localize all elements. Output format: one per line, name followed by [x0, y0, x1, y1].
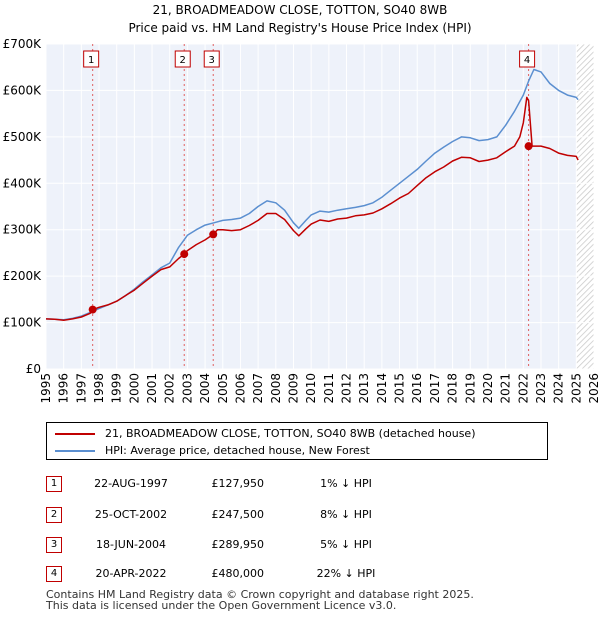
x-tick-label: 2021: [499, 373, 513, 404]
transaction-date: 25-OCT-2002: [94, 508, 168, 521]
x-tick-label: 2007: [251, 373, 265, 404]
x-tick-label: 2016: [410, 373, 424, 404]
legend-label-property: 21, BROADMEADOW CLOSE, TOTTON, SO40 8WB …: [105, 427, 476, 440]
x-tick-label: 2026: [587, 373, 600, 404]
y-tick-label: £700K: [3, 37, 43, 51]
transaction-number: 4: [46, 566, 62, 582]
x-tick-label: 2015: [393, 373, 407, 404]
x-tick-label: 2017: [428, 373, 442, 404]
y-tick-label: £300K: [3, 223, 43, 237]
transaction-date: 22-AUG-1997: [94, 477, 168, 490]
hpi-line: [45, 68, 579, 321]
x-tick-label: 2012: [340, 373, 354, 404]
transaction-date: 18-JUN-2004: [95, 538, 167, 551]
x-tick-label: 2006: [233, 373, 247, 404]
transaction-marker-box: [174, 50, 191, 68]
x-tick-label: 2005: [216, 373, 230, 404]
x-tick-label: 2010: [304, 373, 318, 404]
transaction-marker-box: [203, 50, 220, 68]
plot-area: [46, 44, 594, 369]
legend-label-hpi: HPI: Average price, detached house, New …: [105, 444, 370, 457]
x-tick-label: 1997: [74, 373, 88, 404]
legend-swatch-hpi: [55, 450, 95, 452]
transaction-marker-label: 2: [180, 55, 186, 66]
y-tick-label: £500K: [3, 130, 43, 144]
legend-item-property: 21, BROADMEADOW CLOSE, TOTTON, SO40 8WB …: [55, 426, 476, 442]
legend-swatch-property: [55, 433, 95, 435]
x-tick-label: 1995: [39, 373, 53, 404]
x-tick-label: 2004: [198, 373, 212, 404]
transaction-price: £289,950: [211, 538, 265, 551]
legend-item-hpi: HPI: Average price, detached house, New …: [55, 443, 370, 459]
chart-title: 21, BROADMEADOW CLOSE, TOTTON, SO40 8WB: [153, 3, 448, 17]
transaction-number: 3: [46, 537, 62, 553]
footer-copyright: Contains HM Land Registry data © Crown c…: [46, 588, 474, 601]
sale-point: [180, 250, 189, 259]
x-tick-label: 2020: [481, 373, 495, 404]
transaction-marker-box: [519, 50, 536, 68]
x-tick-label: 2024: [552, 373, 566, 404]
transaction-marker-label: 4: [524, 55, 530, 66]
transaction-number: 2: [46, 507, 62, 523]
x-tick-label: 2008: [269, 373, 283, 404]
x-tick-label: 2011: [322, 373, 336, 404]
table-row: 3 18-JUN-2004 £289,950 5% ↓ HPI: [46, 537, 446, 553]
transaction-hpi-diff: 8% ↓ HPI: [320, 508, 372, 521]
transaction-marker-label: 1: [88, 55, 94, 66]
transaction-price: £480,000: [211, 567, 265, 580]
chart-subtitle: Price paid vs. HM Land Registry's House …: [128, 21, 471, 35]
transaction-hpi-diff: 5% ↓ HPI: [320, 538, 372, 551]
sale-point: [88, 305, 97, 314]
table-row: 4 20-APR-2022 £480,000 22% ↓ HPI: [46, 566, 446, 582]
x-tick-label: 2009: [286, 373, 300, 404]
x-tick-label: 2001: [145, 373, 159, 404]
x-tick-label: 2019: [463, 373, 477, 404]
transaction-marker-box: [83, 50, 100, 68]
x-tick-label: 2023: [534, 373, 548, 404]
x-tick-label: 1999: [110, 373, 124, 404]
x-tick-label: 2025: [569, 373, 583, 404]
footer: Contains HM Land Registry data © Crown c…: [46, 589, 474, 611]
transaction-hpi-diff: 1% ↓ HPI: [320, 477, 372, 490]
x-tick-label: 2000: [127, 373, 141, 404]
transaction-hpi-diff: 22% ↓ HPI: [316, 567, 376, 580]
table-row: 2 25-OCT-2002 £247,500 8% ↓ HPI: [46, 507, 446, 523]
property-price-line: [45, 96, 579, 322]
y-tick-label: £0: [26, 362, 41, 376]
future-shading: [576, 44, 594, 369]
x-tick-label: 2002: [163, 373, 177, 404]
transaction-price: £247,500: [211, 508, 265, 521]
transaction-date: 20-APR-2022: [95, 567, 167, 580]
y-tick-label: £100K: [3, 316, 43, 330]
sale-point: [209, 230, 218, 239]
y-tick-label: £400K: [3, 176, 43, 190]
transaction-number: 1: [46, 476, 62, 492]
transaction-marker-label: 3: [209, 55, 215, 66]
x-tick-label: 2022: [516, 373, 530, 404]
x-tick-label: 2014: [375, 373, 389, 404]
x-tick-label: 1996: [57, 373, 71, 404]
table-row: 1 22-AUG-1997 £127,950 1% ↓ HPI: [46, 476, 446, 492]
x-tick-label: 1998: [92, 373, 106, 404]
x-tick-label: 2003: [180, 373, 194, 404]
y-tick-label: £200K: [3, 269, 43, 283]
x-tick-label: 2013: [357, 373, 371, 404]
chart-legend: 21, BROADMEADOW CLOSE, TOTTON, SO40 8WB …: [46, 422, 548, 460]
footer-licence: This data is licensed under the Open Gov…: [46, 599, 397, 612]
y-tick-label: £600K: [3, 83, 43, 97]
transaction-price: £127,950: [211, 477, 265, 490]
sale-point: [524, 142, 533, 151]
x-tick-label: 2018: [446, 373, 460, 404]
price-chart: 1 2 3 4 £0 £100K £200K £300K £400K £500K £600K £70…: [3, 3, 600, 404]
